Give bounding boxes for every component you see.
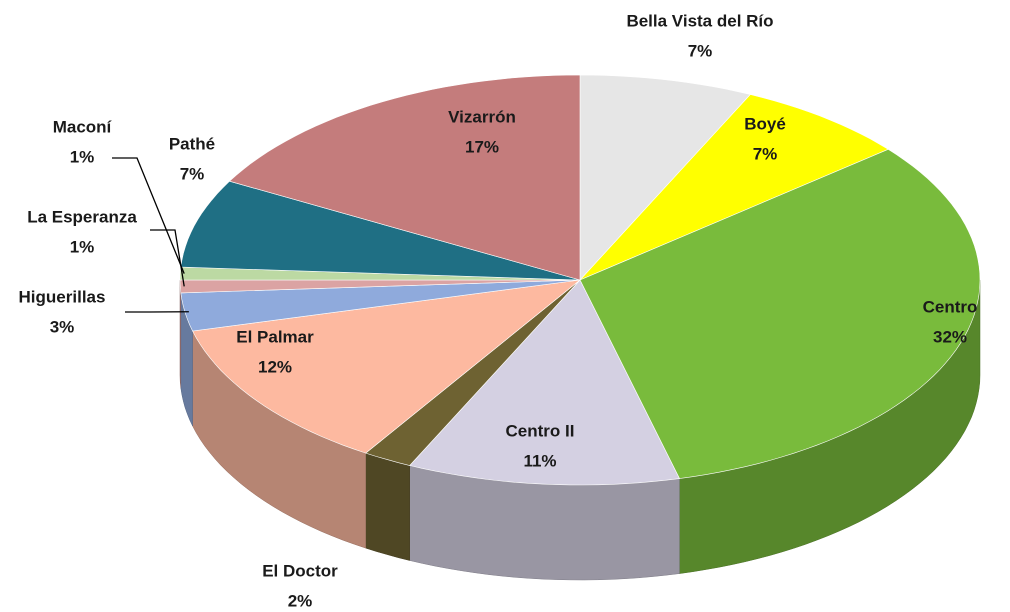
leader-line xyxy=(150,229,185,287)
slice-label: Pathé xyxy=(169,134,215,153)
pie-slice xyxy=(409,279,680,486)
slice-label: Boyé xyxy=(744,114,786,133)
slice-label: La Esperanza xyxy=(27,207,137,226)
slice-value: 1% xyxy=(70,147,95,166)
pie-side xyxy=(365,452,410,561)
slice-value: 2% xyxy=(288,591,313,610)
slice-value: 3% xyxy=(50,317,75,336)
slice-label: Vizarrón xyxy=(448,107,516,126)
slice-label: Higuerillas xyxy=(19,287,106,306)
slice-label: Centro xyxy=(923,297,978,316)
pie-side xyxy=(179,279,182,388)
slice-value: 11% xyxy=(523,451,556,470)
slice-label: Bella Vista del Río xyxy=(626,11,773,30)
slice-label: El Doctor xyxy=(262,561,338,580)
slice-label: Centro II xyxy=(506,421,575,440)
slice-label: El Palmar xyxy=(236,327,314,346)
slice-value: 7% xyxy=(180,164,205,183)
slice-value: 7% xyxy=(688,41,713,60)
pie-slice xyxy=(579,74,751,281)
slice-value: 17% xyxy=(465,137,499,156)
pie-slice xyxy=(180,180,581,281)
slice-value: 7% xyxy=(753,144,778,163)
slice-value: 1% xyxy=(70,237,95,256)
slice-label: Maconí xyxy=(53,117,113,136)
pie-slice xyxy=(228,74,581,281)
pie-slice xyxy=(579,148,981,479)
slice-value: 32% xyxy=(933,327,967,346)
pie-slice xyxy=(579,94,889,281)
pie-slice xyxy=(192,279,582,454)
leader-line xyxy=(112,157,185,274)
slice-value: 12% xyxy=(258,357,292,376)
